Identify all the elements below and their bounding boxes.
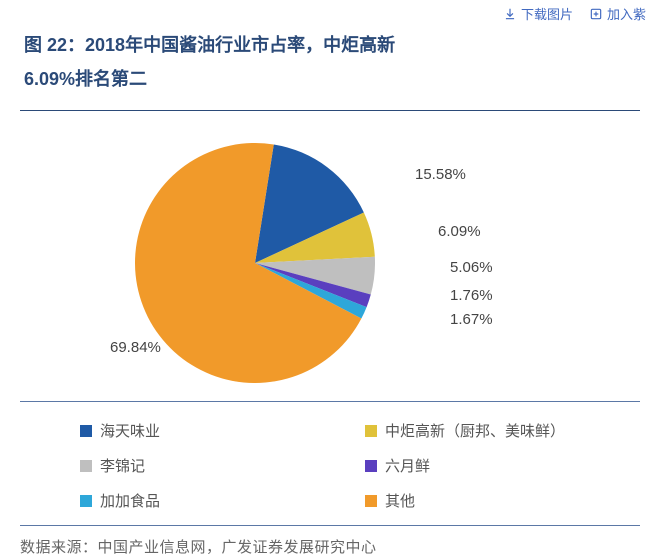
slice-value-label: 6.09% <box>438 223 481 240</box>
legend-swatch <box>80 425 92 437</box>
figure-22: 图 22：2018年中国酱油行业市占率，中炬高新 6.09%排名第二 15.58… <box>20 24 640 497</box>
add-label: 加入紫 <box>607 4 646 23</box>
top-link-bar: 下载图片 加入紫 <box>503 4 646 23</box>
chart-title-line1: 图 22：2018年中国酱油行业市占率，中炬高新 <box>24 28 636 62</box>
slice-value-label: 15.58% <box>415 166 466 183</box>
legend-label: 其他 <box>385 490 415 511</box>
slice-value-label: 1.76% <box>450 287 493 304</box>
chart-title: 图 22：2018年中国酱油行业市占率，中炬高新 6.09%排名第二 <box>20 24 640 111</box>
legend-item: 李锦记 <box>80 455 355 476</box>
legend: 海天味业 中炬高新（厨邦、美味鲜） 李锦记 六月鲜加加食品 其他 <box>20 401 640 526</box>
slice-value-label: 1.67% <box>450 311 493 328</box>
legend-label: 李锦记 <box>100 455 145 476</box>
legend-label: 中炬高新（厨邦、美味鲜） <box>385 420 565 441</box>
add-link[interactable]: 加入紫 <box>589 4 646 23</box>
legend-item: 其他 <box>365 490 640 511</box>
legend-swatch <box>80 460 92 472</box>
legend-label: 海天味业 <box>100 420 160 441</box>
legend-item: 加加食品 <box>80 490 355 511</box>
legend-item: 中炬高新（厨邦、美味鲜） <box>365 420 640 441</box>
legend-swatch <box>365 425 377 437</box>
legend-item: 六月鲜 <box>365 455 640 476</box>
slice-value-label: 5.06% <box>450 259 493 276</box>
legend-swatch <box>80 495 92 507</box>
pie-chart <box>135 143 375 383</box>
pie-chart-area: 15.58% 6.09% 5.06% 1.76% 1.67% 69.84% <box>20 111 640 401</box>
chart-title-line2: 6.09%排名第二 <box>24 62 636 96</box>
slice-value-label: 69.84% <box>110 339 161 356</box>
download-icon <box>503 7 517 21</box>
legend-swatch <box>365 495 377 507</box>
download-image-label: 下载图片 <box>521 4 573 23</box>
legend-item: 海天味业 <box>80 420 355 441</box>
legend-swatch <box>365 460 377 472</box>
download-image-link[interactable]: 下载图片 <box>503 4 573 23</box>
legend-label: 六月鲜 <box>385 455 430 476</box>
data-source: 数据来源：中国产业信息网，广发证券发展研究中心 <box>20 526 640 557</box>
legend-label: 加加食品 <box>100 490 160 511</box>
add-icon <box>589 7 603 21</box>
